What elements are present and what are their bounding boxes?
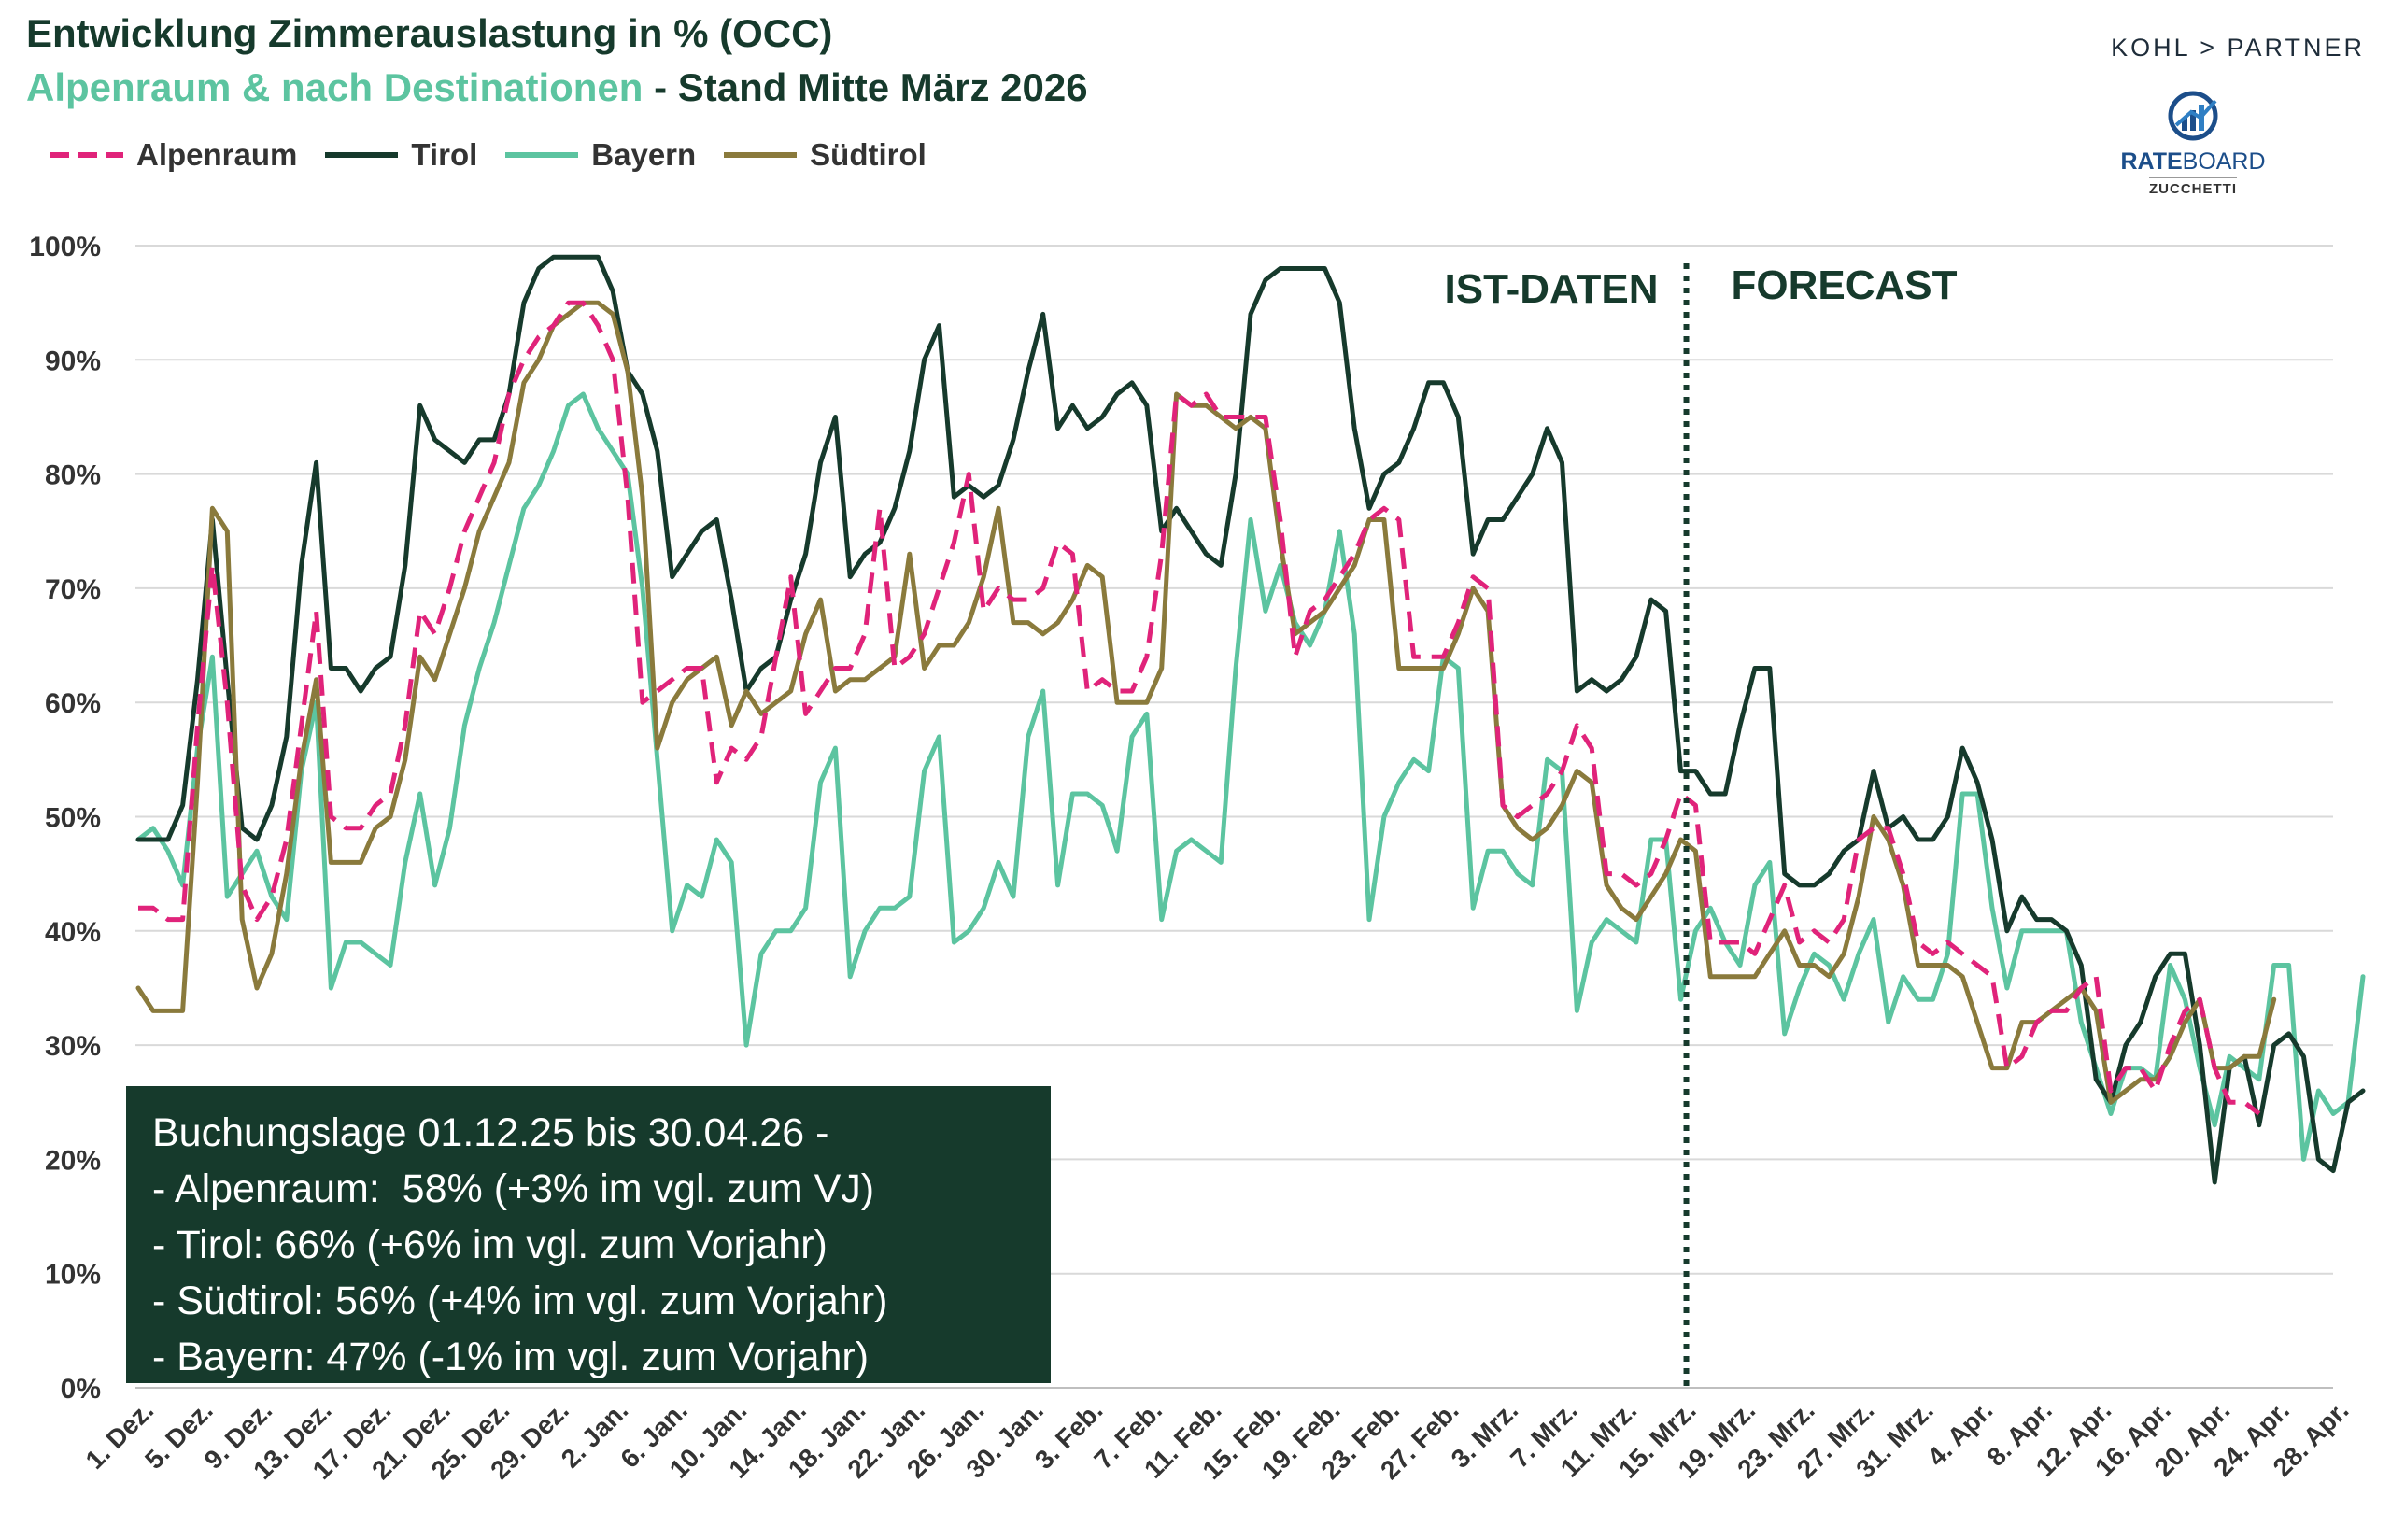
- legend-item-tirol: Tirol: [323, 137, 477, 173]
- rateboard-name: RATEBOARD: [2120, 148, 2266, 175]
- y-tick-label: 60%: [45, 688, 101, 719]
- y-tick-label: 80%: [45, 460, 101, 491]
- legend-item-bayern: Bayern: [503, 137, 696, 173]
- series-line-alpenraum: [138, 300, 2261, 1116]
- legend-label: Südtirol: [810, 137, 927, 172]
- y-tick-label: 90%: [45, 346, 101, 376]
- y-tick-label: 40%: [45, 917, 101, 948]
- y-tick-label: 50%: [45, 803, 101, 834]
- x-tick-label: 2. Jan.: [556, 1395, 634, 1474]
- rateboard-subtitle: ZUCCHETTI: [2149, 177, 2237, 197]
- y-tick-label: 100%: [29, 232, 101, 262]
- legend-label: Tirol: [411, 137, 478, 172]
- subtitle-highlight: Alpenraum & nach Destinationen: [26, 65, 644, 109]
- forecast-label: FORECAST: [1732, 262, 1958, 308]
- summary-line: - Südtirol: 56% (+4% im vgl. zum Vorjahr…: [152, 1279, 888, 1323]
- rateboard-logo: RATEBOARD ZUCCHETTI: [2118, 90, 2268, 198]
- legend-swatch: [325, 152, 399, 158]
- y-tick-label: 30%: [45, 1031, 101, 1062]
- x-tick-label: 3. Mrz.: [1446, 1395, 1524, 1474]
- series-line-südtirol: [135, 300, 2277, 1105]
- series-line-tirol: [135, 254, 2366, 1185]
- legend-swatch: [50, 152, 123, 158]
- series-line-bayern: [135, 391, 2366, 1162]
- forecast-annotations: IST-DATEN FORECAST: [1445, 262, 1958, 1388]
- chart-legend: Alpenraum Tirol Bayern Südtirol: [49, 136, 953, 174]
- y-axis-tick-labels: 0% 10% 20% 30% 40% 50% 60% 70% 80% 90% 100%: [29, 232, 101, 1405]
- x-axis-tick-labels: 1. Dez.5. Dez.9. Dez.13. Dez.17. Dez.21.…: [80, 1395, 2355, 1485]
- chart-subtitle: Alpenraum & nach Destinationen - Stand M…: [26, 65, 1088, 110]
- legend-label: Alpenraum: [136, 137, 298, 172]
- y-tick-label: 70%: [45, 574, 101, 605]
- x-tick-label: 4. Apr.: [1922, 1395, 1999, 1472]
- kohl-partner-logo: KOHL > PARTNER: [2111, 34, 2365, 62]
- y-tick-label: 0%: [61, 1374, 101, 1405]
- summary-line: - Bayern: 47% (-1% im vgl. zum Vorjahr): [152, 1335, 870, 1379]
- series-lines: [135, 254, 2366, 1185]
- chart-title: Entwicklung Zimmerauslastung in % (OCC): [26, 11, 833, 55]
- legend-item-südtirol: Südtirol: [722, 137, 927, 173]
- summary-line: - Alpenraum: 58% (+3% im vgl. zum VJ): [152, 1166, 875, 1211]
- legend-item-alpenraum: Alpenraum: [49, 137, 297, 173]
- summary-line: Buchungslage 01.12.25 bis 30.04.26 -: [152, 1110, 829, 1155]
- rateboard-emblem-icon: [2168, 91, 2218, 141]
- legend-swatch: [505, 152, 579, 158]
- subtitle-rest: - Stand Mitte März 2026: [643, 65, 1088, 109]
- y-tick-label: 20%: [45, 1145, 101, 1176]
- summary-line: - Tirol: 66% (+6% im vgl. zum Vorjahr): [152, 1222, 828, 1267]
- y-tick-label: 10%: [45, 1260, 101, 1291]
- ist-daten-label: IST-DATEN: [1445, 266, 1659, 312]
- legend-label: Bayern: [591, 137, 697, 172]
- legend-swatch: [724, 152, 798, 158]
- booking-summary-box: Buchungslage 01.12.25 bis 30.04.26 - - Al…: [126, 1086, 1051, 1383]
